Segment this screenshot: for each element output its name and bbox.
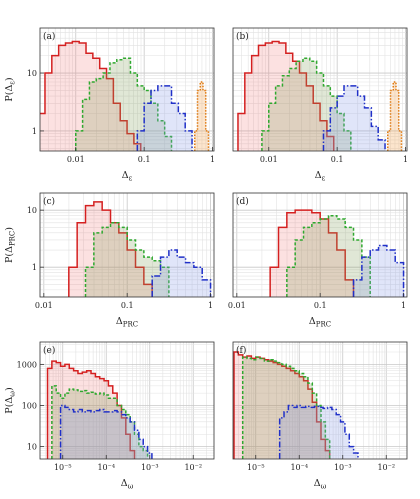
y-tick-label: 10 <box>27 443 37 452</box>
series-group <box>269 209 405 297</box>
chart-panel: 0.01 0.1 1 (b) Δε <box>232 27 408 183</box>
series-1-line <box>241 356 331 459</box>
x-tick-label: 1 <box>208 301 213 310</box>
x-axis-label: Δω <box>314 478 327 491</box>
x-tick-label: 1 <box>401 301 406 310</box>
series-0-line <box>233 351 331 459</box>
series-1-line <box>286 214 371 297</box>
x-tick-label: 1 <box>403 155 408 164</box>
axes-frame <box>232 27 408 152</box>
series-0-line <box>40 40 142 151</box>
series-group <box>46 360 153 459</box>
x-tick-label: 10⁻⁴ <box>290 463 308 472</box>
panel-label: (d) <box>236 196 249 207</box>
panel-label: (c) <box>43 196 55 207</box>
series-0-area <box>68 201 153 297</box>
x-tick-label: 10⁻⁵ <box>247 463 265 472</box>
axes-frame <box>232 341 408 460</box>
series-2-area <box>152 250 211 297</box>
x-tick-label: 10⁻³ <box>334 463 352 472</box>
series-2-line <box>151 249 212 297</box>
x-tick-label: 0.1 <box>314 301 327 310</box>
series-group <box>233 351 359 459</box>
panel-label: (f) <box>236 345 246 356</box>
y-axis-label: P(Δω) <box>4 387 17 413</box>
series-2-area <box>60 405 152 459</box>
series-0-line <box>237 40 335 151</box>
x-tick-label: 0.01 <box>35 301 53 310</box>
panel-label: (a) <box>43 31 55 42</box>
y-tick-label: 10 <box>27 206 37 215</box>
series-group <box>40 40 210 151</box>
series-1-area <box>85 222 169 297</box>
series-1-area <box>261 58 351 151</box>
series-0-area <box>270 210 354 297</box>
x-tick-label: 0.1 <box>331 155 344 164</box>
x-tick-label: 10⁻² <box>184 463 202 472</box>
chart-panel: 10⁻⁵ 10⁻⁴ 10⁻³ 10⁻² 10 100 1000 (e) Δω P(Δω) <box>4 341 215 491</box>
chart-panel: 0.01 0.1 1 (d) ΔPRC <box>228 192 408 329</box>
series-group <box>68 201 212 297</box>
series-2-line <box>136 85 193 151</box>
x-tick-label: 10⁻² <box>377 463 395 472</box>
y-axis-label: P(Δε) <box>4 77 17 101</box>
x-tick-label: 10⁻³ <box>141 463 159 472</box>
chart-panel: 0.01 0.1 1 1 10 (c) ΔPRC P(ΔPRC) <box>4 192 215 329</box>
axes-frame <box>39 27 215 152</box>
series-2-area <box>353 245 404 297</box>
series-0-line <box>68 201 153 297</box>
x-tick-label: 0.1 <box>121 301 134 310</box>
x-tick-label: 0.1 <box>138 155 151 164</box>
panel-label: (e) <box>43 345 55 356</box>
y-axis-label: P(ΔPRC) <box>4 227 17 263</box>
series-0-line <box>269 209 355 297</box>
series-0-area <box>40 41 141 151</box>
y-tick-label: 100 <box>22 401 37 410</box>
series-0-area <box>234 351 330 459</box>
series-2-line <box>322 85 386 151</box>
axes-frame <box>39 341 215 460</box>
series-1-line <box>75 57 173 151</box>
series-2-area <box>323 85 386 151</box>
x-axis-label: ΔPRC <box>116 316 138 329</box>
y-tick-label: 10 <box>27 69 37 78</box>
series-2-area <box>279 405 358 459</box>
series-1-area <box>75 58 172 151</box>
series-1-line <box>261 57 352 151</box>
series-1-line <box>51 385 149 459</box>
series-1-area <box>286 215 371 297</box>
x-tick-label: 0.01 <box>67 155 85 164</box>
chart-panel: 0.01 0.1 1 1 10 (a) Δε P(Δε) <box>4 27 215 183</box>
x-tick-label: 10⁻⁴ <box>97 463 115 472</box>
series-2-line <box>59 404 153 459</box>
x-axis-label: Δε <box>315 170 326 183</box>
series-2-area <box>137 85 193 151</box>
series-1-line <box>84 222 170 297</box>
y-tick-label: 1 <box>32 127 37 136</box>
series-2-line <box>352 244 405 297</box>
series-2-line <box>278 404 359 459</box>
x-axis-label: Δε <box>122 170 133 183</box>
series-3-line <box>194 81 210 151</box>
x-tick-label: 10⁻⁵ <box>54 463 72 472</box>
series-1-area <box>51 385 148 459</box>
series-3-line <box>387 81 403 151</box>
series-0-area <box>237 41 334 151</box>
y-tick-label: 1 <box>32 263 37 272</box>
x-axis-label: Δω <box>121 478 134 491</box>
series-group <box>237 40 403 151</box>
x-tick-label: 0.01 <box>260 155 278 164</box>
x-axis-label: ΔPRC <box>309 316 331 329</box>
chart-panel: 10⁻⁵ 10⁻⁴ 10⁻³ 10⁻² (f) Δω <box>232 341 408 491</box>
y-tick-label: 1000 <box>17 360 37 369</box>
x-tick-label: 0.01 <box>228 301 246 310</box>
x-tick-label: 1 <box>210 155 215 164</box>
panel-label: (b) <box>236 31 249 42</box>
